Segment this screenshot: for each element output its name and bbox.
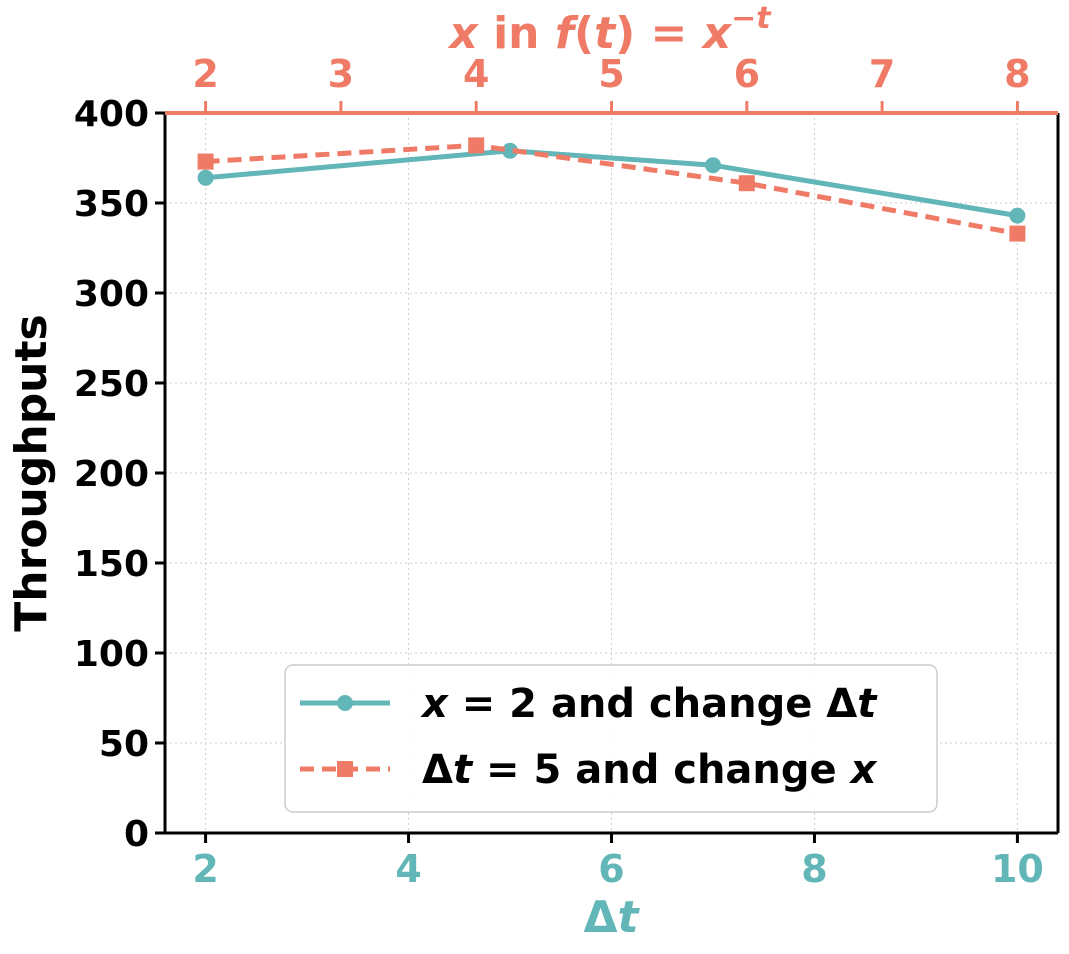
data-point-square [738, 175, 755, 192]
top-tick-label: 8 [1004, 52, 1030, 96]
legend-label-2: Δt = 5 and change x [422, 747, 878, 793]
data-point-square [468, 137, 485, 154]
top-tick-label: 3 [328, 52, 354, 96]
y-tick-label: 200 [74, 454, 149, 495]
top-axis-title: x in f(t) = x−t [447, 1, 772, 59]
y-tick-label: 250 [74, 364, 149, 405]
y-tick-label: 0 [124, 814, 149, 855]
y-axis-title: Throughputs [6, 314, 57, 631]
top-tick-label: 6 [734, 52, 760, 96]
top-tick-label: 7 [869, 52, 895, 96]
data-point-circle [1009, 207, 1026, 224]
data-point-circle [502, 142, 519, 159]
legend-entry-2: Δt = 5 and change x [300, 747, 878, 793]
bottom-tick-label: 4 [395, 847, 421, 891]
bottom-tick-label: 2 [192, 847, 218, 891]
legend-square-marker [337, 761, 353, 777]
bottom-tick-label: 10 [991, 847, 1044, 891]
legend-label-1: x = 2 and change Δt [420, 681, 878, 727]
data-point-circle [704, 157, 721, 174]
top-tick-label: 5 [598, 52, 624, 96]
series-line-1 [205, 148, 1018, 219]
legend-circle-marker [337, 695, 353, 711]
y-tick-label: 50 [99, 724, 149, 765]
y-tick-label: 300 [74, 274, 149, 315]
data-point-square [197, 153, 214, 170]
legend-entry-1: x = 2 and change Δt [300, 681, 878, 727]
data-point-circle [197, 169, 214, 186]
legend: x = 2 and change Δt Δt = 5 and change x [284, 664, 938, 813]
y-tick-label: 350 [74, 184, 149, 225]
series-layer [197, 137, 1026, 242]
legend-box [284, 664, 938, 813]
y-tick-label: 100 [74, 634, 149, 675]
bottom-tick-label: 8 [801, 847, 827, 891]
series-line-2 [205, 142, 1018, 237]
data-point-square [1009, 225, 1026, 242]
y-tick-label: 400 [74, 94, 149, 135]
axes: 0 50 100 150 200 250 300 350 400 2 4 6 8 10 2 3 4 5 6 7 8 [74, 52, 1060, 891]
bottom-axis-title: Δt [583, 892, 640, 943]
top-tick-label: 4 [463, 52, 489, 96]
y-tick-label: 150 [74, 544, 149, 585]
bottom-tick-label: 6 [598, 847, 624, 891]
top-tick-label: 2 [192, 52, 218, 96]
